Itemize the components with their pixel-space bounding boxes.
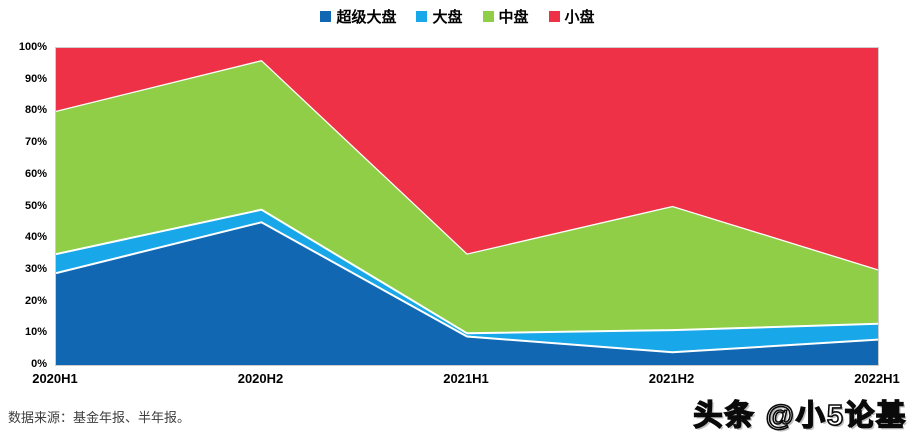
y-axis-tick-label: 60% [24, 167, 47, 180]
legend-swatch-icon [320, 11, 332, 22]
y-axis-tick-label: 40% [24, 231, 47, 244]
watermark: 头条 @小5论基 [693, 399, 907, 433]
legend-item-3: 小盘 [548, 6, 595, 27]
series-boundary-line [56, 208, 878, 335]
y-axis-tick-label: 100% [18, 41, 47, 53]
legend-item-0: 超级大盘 [320, 6, 396, 27]
legend-label: 大盘 [432, 9, 463, 26]
y-axis-tick-label: 70% [24, 136, 47, 149]
legend-label: 超级大盘 [336, 9, 397, 26]
legend-swatch-icon [548, 11, 560, 22]
y-axis-tick-label: 50% [24, 199, 47, 212]
area-series-0 [56, 222, 878, 365]
y-axis-tick-label: 90% [24, 72, 47, 85]
x-axis-tick-label: 2021H1 [443, 371, 489, 386]
legend-label: 小盘 [564, 9, 595, 26]
x-axis-tick-label: 2022H1 [854, 371, 900, 386]
y-axis-tick-label: 10% [24, 326, 47, 339]
legend-item-2: 中盘 [482, 6, 529, 27]
y-axis-tick-label: 20% [24, 294, 47, 307]
legend-label: 中盘 [498, 9, 529, 26]
plot-area [55, 47, 879, 366]
y-axis-tick-label: 0% [31, 358, 47, 370]
source-note: 数据来源：基金年报、半年报。 [8, 410, 191, 425]
legend-swatch-icon [416, 11, 428, 22]
legend-swatch-icon [482, 11, 494, 22]
series-boundary-line [56, 59, 878, 271]
chart-legend: 超级大盘 大盘 中盘 小盘 [0, 6, 915, 27]
stacked-area-chart [56, 48, 878, 365]
legend-item-1: 大盘 [416, 6, 463, 27]
y-axis-tick-label: 30% [24, 262, 47, 275]
series-boundary-line [56, 221, 878, 354]
x-axis-tick-label: 2020H1 [32, 371, 78, 386]
y-axis-tick-label: 80% [24, 104, 47, 117]
x-axis-tick-label: 2021H2 [648, 371, 695, 386]
x-axis-tick-label: 2020H2 [237, 371, 284, 386]
